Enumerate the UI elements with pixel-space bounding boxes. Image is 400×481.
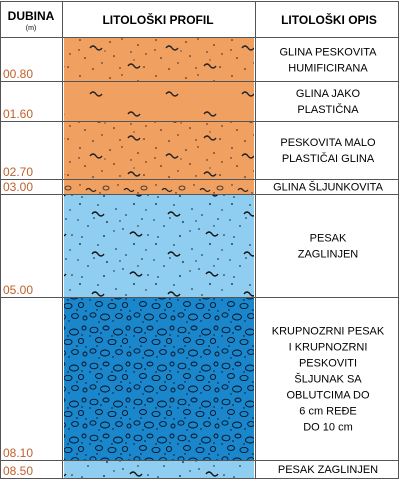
- depth-column-title: DUBINA: [8, 9, 55, 23]
- layer-3-fill: [64, 121, 254, 179]
- layer-3-description-line: PLASTIČAI GLINA: [282, 152, 375, 165]
- layers: 00.80 GLINA PESKOVITA HUMIFICIRANA 01.60 GLI…: [3, 38, 385, 478]
- layer-7-description-line: PESAK ZAGLINJEN: [278, 464, 378, 476]
- layer-2-depth-label: 01.60: [3, 107, 33, 121]
- layer-5-description-line: PESAK: [310, 233, 347, 245]
- description-column-title: LITOLOŠKI OPIS: [281, 12, 377, 27]
- layer-4-depth-label: 03.00: [3, 180, 33, 194]
- depth-unit: (m): [26, 25, 37, 32]
- layer-7-fill: [64, 460, 254, 478]
- layer-1-fill: [64, 38, 254, 81]
- layer-1-depth-label: 00.80: [3, 67, 33, 81]
- layer-2-description-line: GLINA JAKO: [296, 88, 361, 100]
- layer-4-description-line: GLINA ŠLJUNKOVITA: [273, 181, 383, 194]
- layer-6-description-line: KRUPNOZRNI PESAK: [272, 326, 385, 338]
- layer-6-description-line: ŠLJUNAK SA: [294, 373, 362, 386]
- layer-6-depth-label: 08.10: [3, 446, 33, 460]
- layer-6-fill: [64, 297, 254, 460]
- profile-column-title: LITOLOŠKI PROFIL: [102, 12, 213, 27]
- layer-6-description-line: DO 10 cm: [303, 422, 353, 434]
- layer-6-description-line: PESKOVITI: [299, 358, 357, 370]
- layer-5-description-line: ZAGLINJEN: [298, 249, 359, 261]
- layer-6-description-line: I KRUPNOZRNI: [289, 342, 368, 354]
- layer-6-description-line: OBLUTCIMA DO: [286, 390, 370, 402]
- layer-5-fill: [64, 194, 254, 297]
- layer-4-fill: [64, 179, 254, 194]
- layer-1-description-line: GLINA PESKOVITA: [280, 47, 378, 59]
- layer-5-depth-label: 05.00: [3, 283, 33, 297]
- layer-7-depth-label: 08.50: [3, 464, 33, 478]
- layer-2-description-line: PLASTIČNA: [297, 103, 359, 116]
- layer-6-description-line: 6 cm REĐE: [299, 406, 356, 418]
- layer-3-description-line: PESKOVITA MALO: [280, 137, 376, 149]
- layer-3-depth-label: 02.70: [3, 165, 33, 179]
- layer-1-description-line: HUMIFICIRANA: [288, 63, 368, 75]
- layer-2-fill: [64, 81, 254, 121]
